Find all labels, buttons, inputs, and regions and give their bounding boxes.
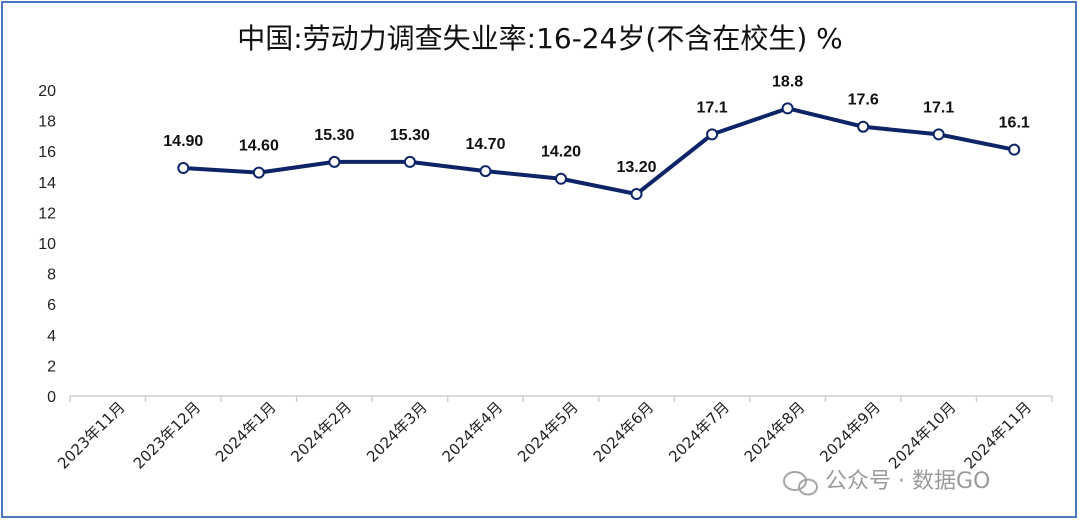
x-tick-label: 2024年6月 xyxy=(590,398,658,466)
y-tick-label: 20 xyxy=(38,83,56,100)
x-tick-label: 2024年3月 xyxy=(363,398,431,466)
data-point xyxy=(781,102,794,115)
y-tick-label: 18 xyxy=(38,114,56,131)
data-point xyxy=(252,166,265,179)
x-tick-label: 2024年4月 xyxy=(439,398,507,466)
y-tick-label: 8 xyxy=(47,267,56,284)
x-tick-label: 2023年11月 xyxy=(54,398,128,472)
data-label: 14.70 xyxy=(465,136,505,153)
data-point xyxy=(1008,143,1021,156)
x-tick-label: 2023年12月 xyxy=(130,398,204,472)
y-tick-label: 12 xyxy=(38,205,56,222)
y-tick-label: 14 xyxy=(38,175,56,192)
data-point xyxy=(328,155,341,168)
watermark: 公众号 · 数据GO xyxy=(783,469,990,496)
data-label: 17.1 xyxy=(697,99,728,116)
y-tick-label: 2 xyxy=(47,358,56,375)
x-tick-label: 2024年1月 xyxy=(212,398,280,466)
data-label: 17.1 xyxy=(923,99,954,116)
data-label: 15.30 xyxy=(390,127,430,144)
data-point xyxy=(479,165,492,178)
data-point xyxy=(403,155,416,168)
data-point xyxy=(857,120,870,133)
y-tick-label: 0 xyxy=(47,389,56,406)
x-tick-label: 2024年5月 xyxy=(514,398,582,466)
x-tick-label: 2024年7月 xyxy=(665,398,733,466)
series-line xyxy=(183,106,1015,197)
x-tick-label: 2024年8月 xyxy=(741,398,809,466)
data-point xyxy=(177,162,190,175)
x-tick-label: 2024年9月 xyxy=(816,398,884,466)
x-tick-label: 2024年2月 xyxy=(288,398,356,466)
wechat-icon xyxy=(783,471,818,496)
chart-title: 中国:劳动力调查失业率:16-24岁(不含在校生) % xyxy=(237,22,843,55)
x-tick-label: 2024年10月 xyxy=(885,398,959,472)
data-point xyxy=(555,172,567,185)
data-label: 15.30 xyxy=(314,127,354,144)
data-point xyxy=(706,128,719,141)
data-label: 14.60 xyxy=(239,138,279,155)
y-tick-label: 16 xyxy=(38,144,56,161)
x-tick-label: 2024年11月 xyxy=(961,398,1035,472)
data-point xyxy=(630,188,643,201)
data-label: 14.90 xyxy=(163,133,203,150)
y-tick-label: 10 xyxy=(38,236,56,253)
data-label: 16.1 xyxy=(999,115,1030,132)
data-label: 13.20 xyxy=(617,159,657,176)
data-label: 14.20 xyxy=(541,144,581,161)
watermark-text: 公众号 · 数据GO xyxy=(825,469,990,494)
data-label: 17.6 xyxy=(848,92,879,109)
y-tick-label: 6 xyxy=(47,297,56,314)
y-tick-label: 4 xyxy=(47,328,56,345)
data-label: 18.8 xyxy=(772,73,803,90)
data-point xyxy=(932,128,945,141)
